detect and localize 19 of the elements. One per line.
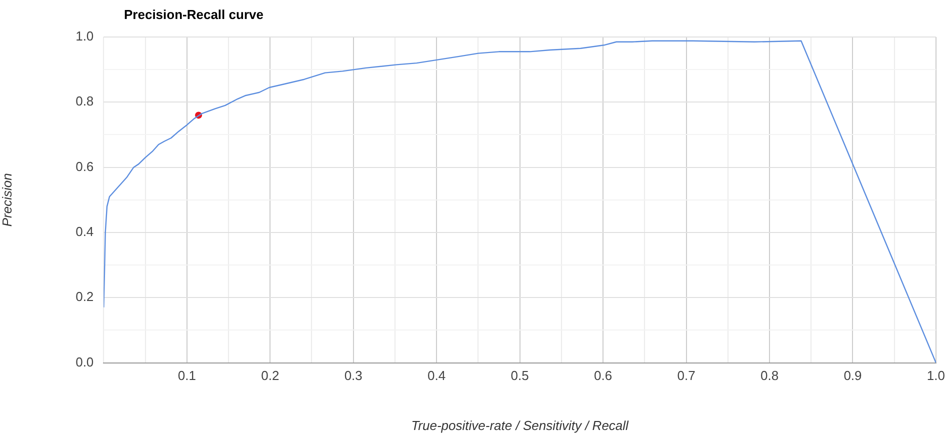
x-tick-label: 1.0: [926, 368, 946, 384]
y-tick-label: 0.4: [76, 224, 94, 240]
x-tick-label: 0.1: [178, 368, 196, 384]
x-tick-label: 0.8: [760, 368, 779, 384]
y-tick-label: 0.6: [76, 158, 94, 174]
x-tick-label: 0.2: [261, 368, 280, 384]
x-tick-label: 0.7: [677, 368, 696, 384]
x-tick-label: 0.4: [428, 368, 446, 384]
x-tick-label: 0.5: [510, 368, 529, 384]
y-tick-label: 0.0: [76, 354, 94, 370]
y-tick-label: 0.8: [76, 94, 94, 109]
chart-title: Precision-Recall curve: [124, 7, 264, 22]
x-tick-label: 0.6: [594, 368, 612, 384]
y-tick-label: 1.0: [76, 28, 94, 44]
y-axis-title: Precision: [0, 173, 14, 227]
x-tick-label: 0.3: [344, 368, 362, 384]
y-tick-label: 0.2: [76, 289, 94, 304]
x-axis-title: True-positive-rate / Sensitivity / Recall: [411, 418, 630, 433]
x-tick-label: 0.9: [844, 368, 862, 384]
